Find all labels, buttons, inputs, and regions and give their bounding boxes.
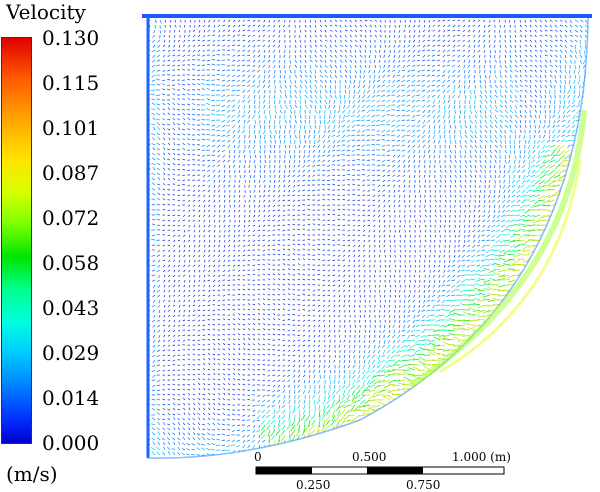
scale-bar-label: 0 (254, 450, 262, 464)
scale-bar-label: 0.750 (406, 478, 440, 492)
scale-bar-label: 0.250 (296, 478, 330, 492)
scale-bar-label: 1.000 (m) (452, 450, 511, 464)
scale-bar-label: 0.500 (352, 450, 386, 464)
